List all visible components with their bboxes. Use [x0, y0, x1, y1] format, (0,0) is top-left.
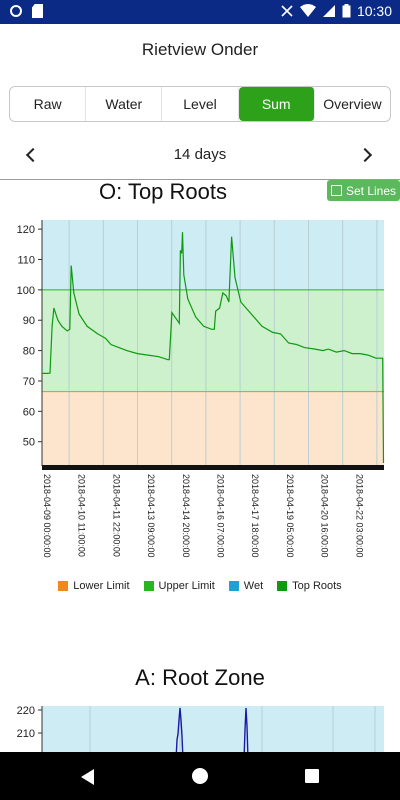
bluetooth-vibrate-icon — [281, 5, 293, 17]
tab-level[interactable]: Level — [162, 87, 239, 121]
sync-icon — [10, 5, 22, 17]
signal-icon — [322, 5, 335, 17]
edit-icon — [330, 185, 342, 196]
x-tick-label: 2018-04-14 20:00:00 — [181, 474, 191, 558]
y-tick-label: 70 — [23, 376, 35, 388]
legend-swatch — [143, 581, 154, 591]
upper-limit-band — [42, 289, 384, 392]
back-icon[interactable] — [81, 769, 94, 785]
x-tick-label: 2018-04-10 11:00:00 — [77, 474, 87, 557]
set-lines-label: Set Lines — [345, 183, 397, 198]
legend-label: Top Roots — [292, 580, 342, 592]
x-axis-tickband — [42, 465, 384, 470]
legend-item-upper-limit[interactable]: Upper Limit — [143, 580, 215, 592]
y-tick-label: 50 — [23, 437, 35, 449]
system-nav-bar — [0, 752, 400, 800]
x-tick-label: 2018-04-09 00:00:00 — [42, 474, 52, 558]
legend-swatch — [58, 581, 69, 591]
y-tick-label: 220 — [17, 705, 35, 717]
y-tick-label: 100 — [17, 285, 35, 297]
x-tick-label: 2018-04-19 05:00:00 — [285, 474, 295, 558]
wifi-icon — [299, 4, 316, 17]
x-tick-label: 2018-04-16 07:00:00 — [216, 474, 226, 558]
chart-title-top-roots: O: Top Roots — [99, 179, 227, 204]
wet-band — [42, 220, 384, 290]
y-tick-label: 90 — [23, 315, 35, 327]
lower-limit-band — [42, 391, 384, 466]
divider — [0, 179, 400, 180]
legend-item-wet[interactable]: Wet — [228, 580, 264, 592]
tab-raw[interactable]: Raw — [10, 87, 87, 121]
root-zone-chart: 220 210 — [17, 705, 384, 754]
y-tick-label: 210 — [17, 728, 35, 740]
chart-legend: Lower Limit Upper Limit Wet Top Roots — [0, 580, 400, 592]
period-label: 14 days — [173, 146, 227, 163]
y-tick-label: 80 — [23, 346, 35, 358]
series-line-root-zone — [175, 707, 184, 754]
x-tick-label: 2018-04-13 09:00:00 — [146, 474, 156, 558]
tab-water[interactable]: Water — [86, 87, 163, 121]
legend-label: Upper Limit — [158, 580, 215, 592]
clock-time: 10:30 — [356, 3, 392, 19]
period-navigator: 14 days — [0, 142, 400, 168]
legend-swatch — [228, 581, 239, 591]
x-tick-label: 2018-04-17 18:00:00 — [250, 474, 260, 558]
app-title: Rietview Onder — [141, 40, 259, 59]
x-tick-label: 2018-04-20 16:00:00 — [320, 474, 330, 558]
y-tick-label: 120 — [17, 224, 35, 236]
sd-card-icon — [32, 4, 43, 18]
x-tick-label: 2018-04-22 03:00:00 — [354, 474, 364, 558]
x-tick-label: 2018-04-11 22:00:00 — [111, 474, 121, 557]
tab-overview[interactable]: Overview — [323, 96, 382, 112]
legend-item-top-roots[interactable]: Top Roots — [277, 580, 342, 592]
set-lines-button[interactable]: Set Lines — [327, 180, 400, 201]
legend-label: Wet — [243, 580, 264, 592]
series-line-root-zone — [243, 707, 249, 754]
chart-title-root-zone: A: Root Zone — [135, 665, 265, 690]
battery-icon — [342, 4, 351, 18]
tab-sum[interactable]: Sum — [238, 87, 315, 121]
status-bar: 10:30 — [0, 0, 400, 24]
y-tick-label: 60 — [23, 406, 35, 418]
legend-swatch — [277, 581, 288, 591]
legend-item-lower-limit[interactable]: Lower Limit — [58, 580, 130, 592]
home-icon[interactable] — [192, 768, 208, 784]
series-line-top-roots — [42, 232, 385, 464]
view-tabs: Raw Water Level Sum Overview — [9, 86, 391, 122]
recent-apps-icon[interactable] — [305, 769, 319, 783]
top-roots-chart: 50 60 70 80 90 100 110 120 2018-04-09 00:00:00 20… — [17, 220, 385, 558]
legend-label: Lower Limit — [73, 580, 130, 592]
wet-band — [42, 706, 384, 754]
y-tick-label: 110 — [17, 254, 35, 266]
